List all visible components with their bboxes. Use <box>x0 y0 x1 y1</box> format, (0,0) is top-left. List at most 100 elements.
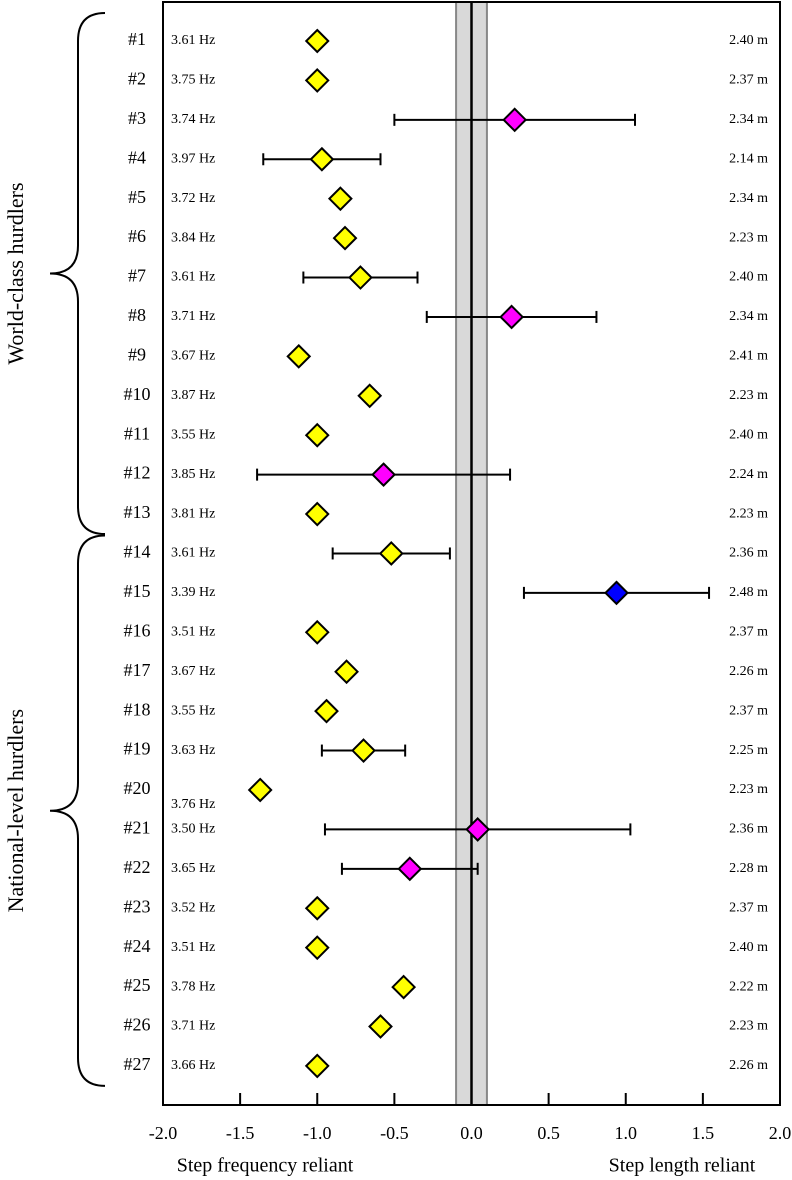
group-brace <box>49 534 106 1087</box>
diamond <box>334 659 359 685</box>
row-label: #3 <box>128 108 146 128</box>
length-label: 2.36 m <box>729 546 768 561</box>
x-label-right: Step length reliant <box>609 1155 756 1177</box>
frequency-label: 3.71 Hz <box>171 309 215 324</box>
length-label: 2.37 m <box>729 73 768 88</box>
diamond <box>304 501 330 527</box>
length-label: 2.25 m <box>729 743 768 758</box>
length-label: 2.26 m <box>729 664 768 679</box>
frequency-label: 3.76 Hz <box>171 797 215 812</box>
diamond <box>378 541 404 566</box>
row-label: #2 <box>128 69 146 89</box>
diamond <box>502 107 528 133</box>
diamond <box>499 304 525 330</box>
frequency-label: 3.52 Hz <box>171 900 215 915</box>
frequency-label: 3.55 Hz <box>171 427 215 442</box>
diamond <box>304 1053 330 1079</box>
frequency-label: 3.84 Hz <box>171 230 215 245</box>
diamond <box>309 146 335 172</box>
row-label: #27 <box>124 1054 151 1074</box>
frequency-label: 3.97 Hz <box>171 151 215 166</box>
diamond <box>465 816 491 842</box>
length-label: 2.34 m <box>729 112 768 127</box>
x-tick-label: -1.5 <box>226 1123 255 1143</box>
frequency-label: 3.78 Hz <box>171 979 215 994</box>
length-label: 2.26 m <box>729 1058 768 1073</box>
group-brace <box>49 12 106 536</box>
length-label: 2.37 m <box>729 703 768 718</box>
length-label: 2.23 m <box>729 230 768 245</box>
row-label: #10 <box>124 384 151 404</box>
diamond <box>327 186 353 212</box>
row-label: #13 <box>124 502 151 522</box>
length-label: 2.34 m <box>729 191 768 206</box>
frequency-label: 3.81 Hz <box>171 506 215 521</box>
length-label: 2.41 m <box>729 349 768 364</box>
frequency-label: 3.67 Hz <box>171 664 215 679</box>
diamond <box>304 619 330 645</box>
frequency-label: 3.71 Hz <box>171 1019 215 1034</box>
row-label: #23 <box>124 896 151 916</box>
row-label: #17 <box>124 660 151 680</box>
row-label: #15 <box>124 581 151 601</box>
diamond <box>391 974 417 1000</box>
length-label: 2.23 m <box>729 782 768 797</box>
x-tick-label: 2.0 <box>769 1123 792 1143</box>
length-label: 2.14 m <box>729 151 768 166</box>
row-label: #7 <box>128 266 146 286</box>
length-label: 2.23 m <box>729 388 768 403</box>
frequency-label: 3.50 Hz <box>171 822 215 837</box>
length-label: 2.40 m <box>729 940 768 955</box>
diamond <box>368 1014 393 1039</box>
length-label: 2.40 m <box>729 33 768 48</box>
x-tick-label: 1.5 <box>692 1123 715 1143</box>
diamond <box>348 265 373 290</box>
row-label: #9 <box>128 344 146 364</box>
frequency-label: 3.74 Hz <box>171 112 215 127</box>
diamond <box>304 935 330 961</box>
frequency-label: 3.55 Hz <box>171 703 215 718</box>
diamond <box>357 383 383 409</box>
length-label: 2.37 m <box>729 625 768 640</box>
length-label: 2.24 m <box>729 467 768 482</box>
row-label: #20 <box>124 778 151 798</box>
frequency-label: 3.87 Hz <box>171 388 215 403</box>
row-label: #16 <box>124 620 151 640</box>
frequency-label: 3.66 Hz <box>171 1058 215 1073</box>
diamond <box>304 422 330 448</box>
length-label: 2.34 m <box>729 309 768 324</box>
row-label: #4 <box>128 147 146 167</box>
x-tick-label: -2.0 <box>149 1123 178 1143</box>
length-label: 2.23 m <box>729 506 768 521</box>
x-tick-label: -0.5 <box>380 1123 409 1143</box>
diamond <box>286 343 312 369</box>
row-label: #8 <box>128 305 146 325</box>
x-tick-label: 0.0 <box>460 1123 483 1143</box>
diamond <box>304 28 330 54</box>
frequency-label: 3.51 Hz <box>171 625 215 640</box>
frequency-label: 3.63 Hz <box>171 743 215 758</box>
row-label: #6 <box>128 226 146 246</box>
frequency-label: 3.61 Hz <box>171 33 215 48</box>
row-label: #14 <box>124 542 151 562</box>
frequency-label: 3.75 Hz <box>171 73 215 88</box>
row-label: #5 <box>128 187 146 207</box>
diamond <box>604 580 629 606</box>
x-tick-label: 1.0 <box>615 1123 638 1143</box>
frequency-label: 3.61 Hz <box>171 546 215 561</box>
frequency-label: 3.39 Hz <box>171 585 215 600</box>
frequency-label: 3.67 Hz <box>171 349 215 364</box>
row-label: #26 <box>124 1015 151 1035</box>
length-label: 2.36 m <box>729 822 768 837</box>
diamond <box>351 738 376 763</box>
frequency-label: 3.65 Hz <box>171 861 215 876</box>
diamond <box>304 68 330 93</box>
length-label: 2.28 m <box>729 861 768 876</box>
row-label: #25 <box>124 975 151 995</box>
length-label: 2.48 m <box>729 585 768 600</box>
row-label: #11 <box>124 423 150 443</box>
x-tick-label: -1.0 <box>303 1123 332 1143</box>
diamond <box>247 777 273 803</box>
frequency-label: 3.61 Hz <box>171 270 215 285</box>
